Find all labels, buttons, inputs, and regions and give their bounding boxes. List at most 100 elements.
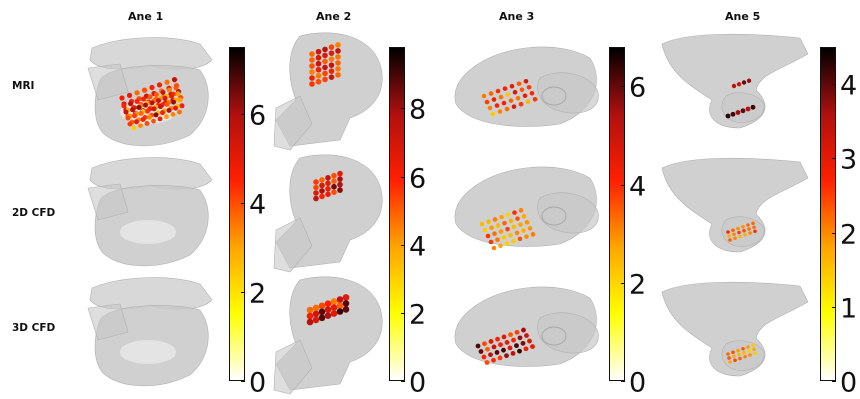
mri-velocity-point bbox=[505, 92, 511, 97]
colorbar-tickmark bbox=[241, 381, 245, 382]
mri-velocity-point bbox=[335, 54, 341, 60]
mri-velocity-point bbox=[515, 95, 521, 101]
cfd3d-velocity-point bbox=[488, 339, 494, 344]
cfd2d-velocity-point bbox=[337, 176, 343, 182]
mri-velocity-point bbox=[315, 66, 322, 73]
cfd3d-velocity-point bbox=[494, 350, 500, 355]
mri-velocity-point bbox=[315, 72, 322, 79]
mri-velocity-point bbox=[322, 46, 328, 53]
mri-velocity-point bbox=[335, 42, 341, 48]
cfd2d-velocity-point bbox=[524, 220, 530, 225]
cfd2d-velocity-point bbox=[170, 111, 176, 117]
colorbar-tick-label: 4 bbox=[409, 231, 427, 263]
cfd3d-velocity-point bbox=[748, 353, 752, 357]
cfd2d-velocity-point bbox=[731, 228, 735, 233]
mri-velocity-point bbox=[494, 103, 500, 108]
cfd3d-velocity-point bbox=[336, 308, 344, 315]
colorbar-3 bbox=[609, 47, 625, 381]
cfd3d-velocity-point bbox=[318, 308, 326, 316]
cfd2d-velocity-point bbox=[511, 238, 516, 244]
cfd3d-velocity-point bbox=[495, 336, 500, 342]
cfd2d-velocity-point bbox=[337, 181, 343, 188]
cfd3d-velocity-point bbox=[504, 353, 509, 359]
cfd2d-velocity-point bbox=[499, 214, 504, 220]
cfd3d-velocity-point bbox=[306, 306, 314, 314]
cfd2d-velocity-point bbox=[738, 234, 742, 239]
cfd3d-velocity-point bbox=[312, 316, 320, 324]
mri-velocity-point bbox=[740, 108, 746, 114]
vessel-surface bbox=[89, 157, 213, 190]
mri-velocity-point bbox=[335, 66, 341, 72]
cfd3d-velocity-point bbox=[514, 343, 519, 349]
cfd3d-velocity-point bbox=[132, 113, 137, 119]
mri-velocity-point bbox=[309, 57, 315, 63]
cfd2d-velocity-point bbox=[736, 226, 740, 231]
cfd3d-velocity-point bbox=[312, 304, 320, 312]
mri-velocity-point bbox=[736, 82, 742, 87]
cfd3d-velocity-point bbox=[121, 103, 127, 109]
mri-velocity-point bbox=[171, 77, 178, 83]
cfd3d-velocity-point bbox=[171, 99, 176, 105]
colorbar-tick-label: 6 bbox=[409, 163, 427, 194]
vessel-surface bbox=[537, 192, 599, 234]
cfd2d-velocity-point bbox=[157, 116, 163, 122]
column-title-ane3: Ane 3 bbox=[499, 10, 535, 23]
cfd3d-velocity-point bbox=[149, 100, 155, 106]
cfd2d-velocity-point bbox=[530, 232, 536, 237]
colorbar-tickmark bbox=[621, 381, 625, 382]
colorbar-tick-label: 4 bbox=[840, 70, 858, 102]
cfd2d-velocity-point bbox=[313, 184, 319, 191]
colorbar-tickmark bbox=[401, 312, 405, 314]
cfd3d-velocity-point bbox=[128, 101, 133, 107]
colorbar-tick-label: 0 bbox=[409, 367, 427, 399]
cfd3d-velocity-point bbox=[752, 347, 756, 352]
mri-velocity-point bbox=[522, 93, 528, 99]
vessel-highlight bbox=[120, 220, 176, 244]
mri-velocity-point bbox=[508, 98, 514, 103]
mri-velocity-point bbox=[335, 72, 341, 78]
vessel-highlight bbox=[120, 340, 176, 364]
cfd2d-velocity-point bbox=[508, 232, 513, 238]
cfd2d-velocity-point bbox=[488, 239, 494, 245]
column-title-ane5: Ane 5 bbox=[725, 10, 761, 23]
cfd3d-velocity-point bbox=[306, 312, 314, 320]
mri-velocity-point bbox=[490, 111, 496, 117]
mri-velocity-point bbox=[518, 101, 524, 107]
mri-velocity-point bbox=[322, 70, 328, 77]
cfd3d-velocity-point bbox=[324, 300, 332, 308]
row-label-2d-cfd: 2D CFD bbox=[12, 207, 56, 219]
cfd2d-velocity-point bbox=[504, 241, 510, 246]
cfd2d-velocity-point bbox=[752, 225, 756, 230]
cfd3d-velocity-point bbox=[507, 345, 513, 351]
mri-velocity-point bbox=[497, 109, 503, 114]
cfd3d-velocity-point bbox=[520, 340, 526, 346]
colorbar-tickmark bbox=[401, 381, 405, 382]
vessel-surface bbox=[87, 303, 129, 341]
cfd3d-velocity-point bbox=[726, 352, 730, 356]
cfd3d-velocity-point bbox=[517, 348, 522, 354]
cfd2d-velocity-point bbox=[501, 235, 507, 240]
cfd2d-velocity-point bbox=[492, 217, 498, 222]
cfd3d-velocity-point bbox=[523, 346, 529, 352]
vessel-surface bbox=[661, 281, 809, 377]
colorbar-tickmark bbox=[832, 306, 836, 308]
cfd2d-velocity-point bbox=[505, 212, 511, 218]
cfd3d-velocity-point bbox=[318, 302, 326, 310]
cfd3d-velocity-point bbox=[491, 344, 497, 350]
cfd3d-velocity-point bbox=[485, 346, 490, 352]
cfd3d-velocity-point bbox=[175, 91, 181, 97]
cfd3d-velocity-point bbox=[484, 360, 490, 365]
cfd2d-velocity-point bbox=[505, 226, 510, 232]
cfd3d-velocity-point bbox=[324, 312, 332, 320]
cfd3d-velocity-point bbox=[123, 109, 129, 115]
mri-velocity-point bbox=[526, 85, 532, 90]
cfd3d-velocity-point bbox=[160, 89, 166, 95]
vessel-surface bbox=[661, 33, 809, 129]
cfd3d-velocity-point bbox=[336, 302, 344, 309]
cfd3d-velocity-point bbox=[136, 104, 142, 110]
mri-velocity-point bbox=[315, 78, 322, 85]
mri-velocity-point bbox=[532, 97, 538, 102]
cfd2d-velocity-point bbox=[511, 224, 517, 230]
